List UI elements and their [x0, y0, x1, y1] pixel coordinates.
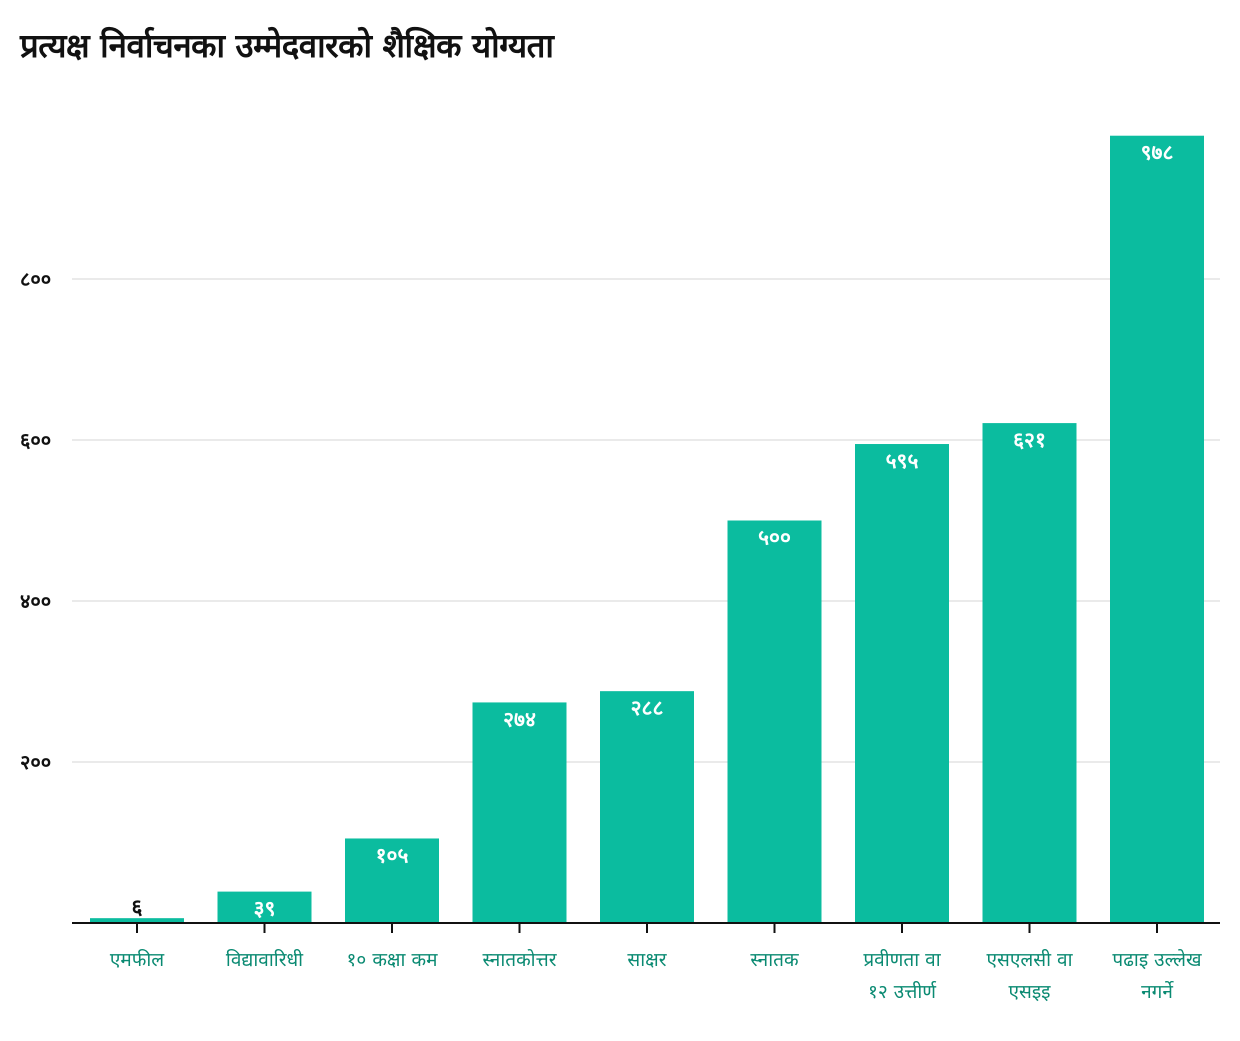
- y-axis-ticks: २०० ४०० ६०० ८००: [20, 267, 51, 774]
- bar-value-label: ६२१: [1013, 428, 1046, 452]
- x-category-label: प्रवीणता वा: [863, 948, 941, 971]
- bar: [600, 691, 694, 923]
- x-category-label: एसएलसी वा: [986, 948, 1073, 971]
- x-category-label: स्नातक: [750, 949, 799, 971]
- x-category-label: स्नातकोत्तर: [483, 948, 558, 971]
- bar: [345, 838, 439, 923]
- x-category-label: एमफील: [110, 948, 165, 971]
- x-category-label: १० कक्षा कम: [347, 949, 439, 971]
- bar-value-label: २७४: [503, 707, 536, 731]
- x-axis-labels: एमफील विद्यावारिधी १० कक्षा कम स्नातकोत्तर स…: [110, 948, 1202, 1003]
- bar-value-label: २८८: [631, 696, 664, 720]
- bar: [472, 702, 567, 923]
- bar-value-label: ३९: [254, 897, 276, 921]
- x-category-label: पढाइ उल्लेख: [1112, 948, 1202, 971]
- bar-value-label: ६: [132, 895, 143, 919]
- bar-value-label: १०५: [376, 843, 409, 867]
- bar: [727, 520, 822, 923]
- bar: [855, 444, 949, 923]
- x-category-label: साक्षर: [627, 949, 667, 971]
- bar-value-label: ५९५: [886, 449, 919, 473]
- bar: [90, 918, 184, 923]
- bar: [982, 423, 1077, 923]
- x-category-label: नगर्ने: [1141, 980, 1174, 1003]
- y-tick-label: ८००: [20, 267, 51, 291]
- y-tick-label: ४००: [20, 589, 51, 613]
- x-category-label: १२ उत्तीर्ण: [868, 980, 937, 1003]
- y-tick-label: ६००: [20, 428, 51, 452]
- bar: [1110, 135, 1204, 923]
- x-axis: [72, 922, 1220, 933]
- bar-value-label: ९७८: [1141, 141, 1174, 165]
- y-tick-label: २००: [20, 750, 51, 774]
- bar-value-label: ५००: [758, 526, 791, 550]
- bar: [217, 891, 312, 923]
- x-category-label: विद्यावारिधी: [226, 948, 304, 971]
- x-category-label: एसइइ: [1008, 981, 1051, 1003]
- chart-title: प्रत्यक्ष निर्वाचनका उम्मेदवारको शैक्षिक…: [20, 26, 554, 65]
- bars: ६ ३९ १०५ २७४ २८८ ५०० ५९५ ६२१ ९७८: [90, 135, 1204, 923]
